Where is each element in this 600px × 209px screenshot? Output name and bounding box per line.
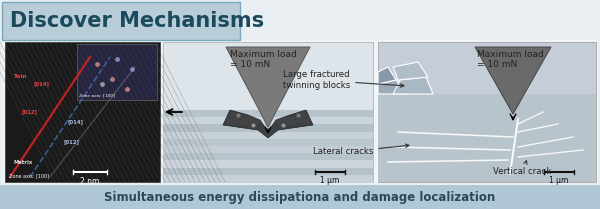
Bar [163, 42, 373, 182]
Polygon shape [378, 80, 408, 94]
Text: Simultaneous energy dissipationa and damage localization: Simultaneous energy dissipationa and dam… [104, 190, 496, 204]
FancyBboxPatch shape [2, 2, 240, 40]
Text: Twin: Twin [13, 74, 26, 79]
Text: [014]: [014] [33, 82, 49, 87]
Text: Maximum load: Maximum load [477, 50, 544, 59]
Text: Matrix: Matrix [13, 159, 32, 164]
Text: 1 μm: 1 μm [550, 176, 569, 185]
Bar [378, 42, 596, 182]
Polygon shape [226, 47, 310, 127]
Text: [012]: [012] [21, 110, 37, 115]
Bar [2, 40, 598, 183]
Text: Vertical crack: Vertical crack [493, 161, 551, 176]
Text: 2 nm: 2 nm [80, 177, 100, 186]
Polygon shape [223, 110, 313, 138]
Text: = 10 mN: = 10 mN [477, 60, 517, 69]
Bar [5, 42, 160, 182]
Bar [163, 110, 373, 118]
Bar [163, 124, 373, 132]
Text: = 10 mN: = 10 mN [230, 60, 270, 69]
Bar [163, 117, 373, 125]
Text: [014]: [014] [67, 120, 83, 125]
Text: 1 μm: 1 μm [320, 176, 340, 185]
Bar [378, 94, 596, 182]
Polygon shape [393, 77, 433, 94]
Text: [012]: [012] [63, 139, 79, 144]
Bar [163, 160, 373, 168]
Polygon shape [393, 62, 428, 80]
Polygon shape [378, 67, 396, 84]
Bar [163, 139, 373, 147]
Bar [163, 175, 373, 182]
Bar [163, 168, 373, 175]
Text: Lateral cracks: Lateral cracks [313, 144, 409, 157]
Bar [163, 132, 373, 139]
Bar [77, 44, 157, 100]
Polygon shape [475, 47, 551, 114]
Text: Zone axis: [100]: Zone axis: [100] [9, 173, 49, 178]
Bar [163, 146, 373, 154]
Text: Maximum load: Maximum load [230, 50, 297, 59]
Text: Large fractured
twinning blocks: Large fractured twinning blocks [283, 70, 404, 90]
Bar [163, 153, 373, 161]
Bar [0, 185, 600, 209]
Text: Discover Mechanisms: Discover Mechanisms [10, 11, 264, 31]
Text: Zone axis: [100]: Zone axis: [100] [79, 93, 115, 97]
